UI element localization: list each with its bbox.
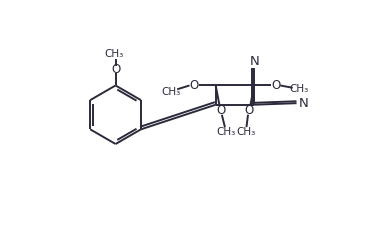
Text: CH₃: CH₃ [161, 87, 181, 97]
Text: CH₃: CH₃ [236, 128, 255, 137]
Text: O: O [271, 79, 280, 92]
Text: CH₃: CH₃ [289, 84, 309, 94]
Text: O: O [244, 104, 254, 117]
Text: N: N [298, 97, 308, 110]
Text: CH₃: CH₃ [104, 49, 124, 59]
Text: O: O [189, 79, 199, 92]
Text: CH₃: CH₃ [216, 128, 235, 137]
Text: O: O [216, 104, 226, 117]
Text: O: O [111, 63, 120, 76]
Text: N: N [249, 55, 259, 68]
